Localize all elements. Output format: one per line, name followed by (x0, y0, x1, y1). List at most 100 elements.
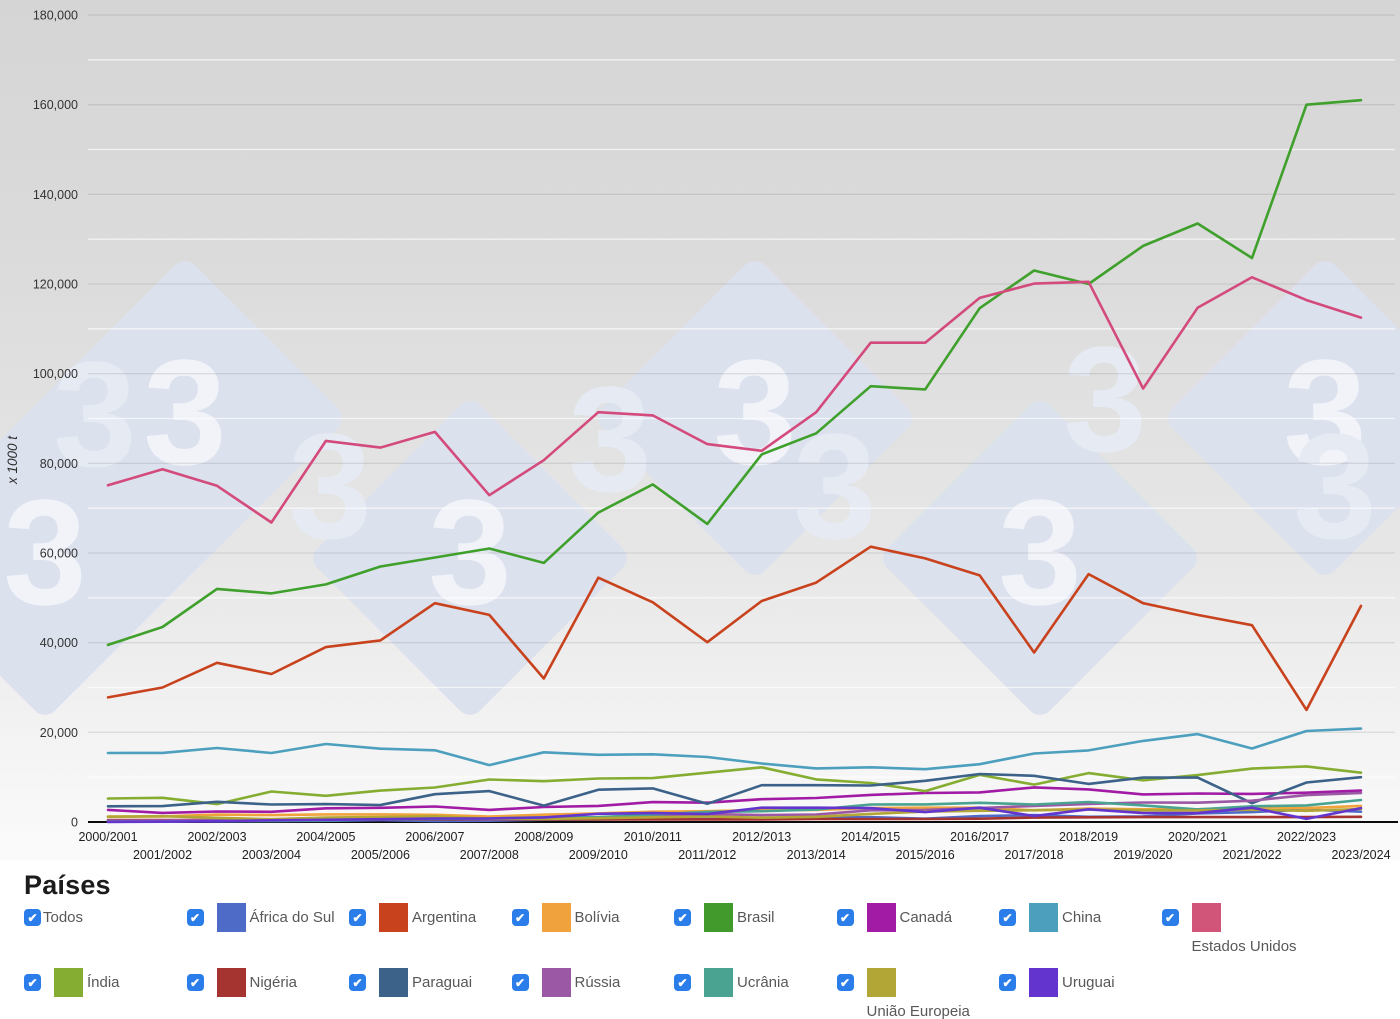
x-axis-tick-label: 2006/2007 (405, 830, 464, 844)
legend-item-ucrania[interactable]: ✔ Ucrânia (674, 968, 837, 1002)
color-swatch-canada (866, 903, 896, 932)
legend-item-content: Rússia (541, 968, 621, 997)
legend-panel: Países ✔ Todos ✔ África do Sul ✔ Argentina ✔ Bo… (0, 860, 1400, 1019)
color-swatch-estados-unidos (1191, 903, 1221, 932)
series-line-brasil (106, 98, 1363, 647)
color-swatch-ucrania (704, 968, 733, 997)
legend-item-china[interactable]: ✔ China (999, 903, 1162, 937)
checkbox-africa-do-sul[interactable]: ✔ (186, 909, 204, 926)
legend-item-bolivia[interactable]: ✔ Bolívia (511, 903, 675, 937)
legend-label: China (1062, 909, 1102, 926)
legend-item-uruguai[interactable]: ✔ Uruguai (999, 968, 1162, 1002)
x-axis-tick-label: 2017/2018 (1005, 848, 1064, 862)
legend-title: Países (24, 870, 111, 900)
legend-item-content: Índia (54, 968, 120, 997)
legend-item-todos[interactable]: ✔ Todos (24, 903, 187, 937)
legend-item-content: Estados Unidos (1191, 903, 1320, 958)
checkbox-estados-unidos[interactable]: ✔ (1161, 909, 1179, 926)
series-line-china (106, 727, 1363, 771)
checkbox-china[interactable]: ✔ (999, 909, 1016, 926)
legend-item-content: Uruguai (1029, 968, 1115, 997)
series-line-uruguai (106, 806, 1363, 824)
soybean-production-line-chart: 0 20,000 40,000 60,000 80,000 100,000 120,000 1… (5, 9, 1398, 862)
x-axis-tick-label: 2010/2011 (624, 830, 682, 844)
x-axis-tick-label: 2011/2012 (678, 848, 736, 862)
checkbox-ucrania[interactable]: ✔ (674, 974, 691, 991)
legend-label: Todos (43, 909, 84, 926)
checkbox-brasil[interactable]: ✔ (674, 909, 691, 926)
legend-item-uniao-europeia[interactable]: ✔ União Europeia (836, 968, 1000, 1019)
x-axis-tick-label: 2008/2009 (514, 830, 573, 844)
x-axis-tick-label: 2019/2020 (1114, 848, 1173, 862)
checkbox-uniao-europeia[interactable]: ✔ (836, 974, 854, 991)
legend-item-africa-do-sul[interactable]: ✔ África do Sul (186, 903, 350, 937)
legend-item-canada[interactable]: ✔ Canadá (836, 903, 1000, 937)
y-axis-tick-label: 0 (71, 816, 78, 830)
color-swatch-china (1029, 903, 1058, 932)
series-line-uniao-europeia (106, 807, 1363, 821)
watermark-glyph: 3 (1293, 402, 1377, 570)
checkbox-bolivia[interactable]: ✔ (511, 909, 529, 926)
series-line-paraguai (106, 772, 1363, 808)
legend-label: Uruguai (1062, 974, 1115, 991)
x-axis-tick-label: 2016/2017 (950, 830, 1009, 844)
y-axis-tick-label: 40,000 (40, 636, 78, 650)
legend-item-paraguai[interactable]: ✔ Paraguai (349, 968, 512, 1002)
watermark-glyph: 3 (568, 355, 652, 523)
y-axis-tick-label: 120,000 (33, 278, 78, 292)
legend-label: Brasil (737, 909, 775, 926)
color-swatch-nigeria (216, 968, 246, 997)
legend-item-brasil[interactable]: ✔ Brasil (674, 903, 837, 937)
x-axis-tick-label: 2009/2010 (569, 848, 628, 862)
checkbox-canada[interactable]: ✔ (836, 909, 854, 926)
watermark-glyph: 3 (1063, 315, 1147, 483)
checkbox-nigeria[interactable]: ✔ (186, 974, 204, 991)
legend-item-estados-unidos[interactable]: ✔ Estados Unidos (1161, 903, 1325, 958)
y-axis-tick-label: 60,000 (40, 547, 78, 561)
color-swatch-bolivia (541, 903, 571, 932)
x-axis-tick-label: 2022/2023 (1277, 830, 1336, 844)
legend-item-argentina[interactable]: ✔ Argentina (349, 903, 512, 937)
checkbox-argentina[interactable]: ✔ (349, 909, 366, 926)
x-axis-tick-label: 2003/2004 (242, 848, 301, 862)
x-axis-tick-label: 2007/2008 (460, 848, 519, 862)
legend-item-content: União Europeia (866, 968, 995, 1019)
color-swatch-paraguai (379, 968, 408, 997)
checkbox-uruguai[interactable]: ✔ (999, 974, 1016, 991)
legend-item-russia[interactable]: ✔ Rússia (511, 968, 675, 1002)
watermark-glyph: 3 (288, 402, 372, 570)
legend-label: Paraguai (412, 974, 473, 991)
watermark-glyph: 3 (1283, 328, 1367, 496)
x-axis-tick-label: 2020/2021 (1168, 830, 1227, 844)
checkbox-india[interactable]: ✔ (24, 974, 41, 991)
legend-item-content: Bolívia (541, 903, 620, 932)
legend-label: União Europeia (866, 1003, 970, 1019)
watermark-glyph: 3 (53, 330, 137, 498)
x-axis-tick-label: 2012/2013 (732, 830, 791, 844)
legend-item-content: Todos (43, 903, 83, 932)
y-axis-tick-label: 80,000 (40, 457, 78, 471)
checkbox-todos[interactable]: ✔ (24, 909, 41, 926)
series-line-estados-unidos (106, 275, 1363, 524)
legend-item-content: África do Sul (216, 903, 335, 932)
x-axis-tick-label: 2004/2005 (296, 830, 355, 844)
x-axis-tick-label: 2013/2014 (787, 848, 846, 862)
x-axis-tick-label: 2021/2022 (1222, 848, 1281, 862)
y-axis-tick-label: 100,000 (33, 367, 78, 381)
y-axis-tick-label: 20,000 (40, 726, 78, 740)
legend-label: Rússia (574, 974, 621, 991)
series-line-india (106, 765, 1363, 806)
legend-item-nigeria[interactable]: ✔ Nigéria (186, 968, 350, 1002)
legend-label: Estados Unidos (1191, 938, 1297, 955)
legend-label: Índia (87, 974, 120, 991)
legend-label: Nigéria (249, 974, 298, 991)
legend-label: Bolívia (574, 909, 620, 926)
checkbox-russia[interactable]: ✔ (511, 974, 529, 991)
color-swatch-africa-do-sul (216, 903, 246, 932)
x-axis-tick-label: 2018/2019 (1059, 830, 1118, 844)
checkbox-paraguai[interactable]: ✔ (349, 974, 366, 991)
color-swatch-brasil (704, 903, 733, 932)
legend-item-content: Nigéria (216, 968, 298, 997)
color-swatch-uniao-europeia (866, 968, 896, 997)
legend-item-india[interactable]: ✔ Índia (24, 968, 187, 1002)
